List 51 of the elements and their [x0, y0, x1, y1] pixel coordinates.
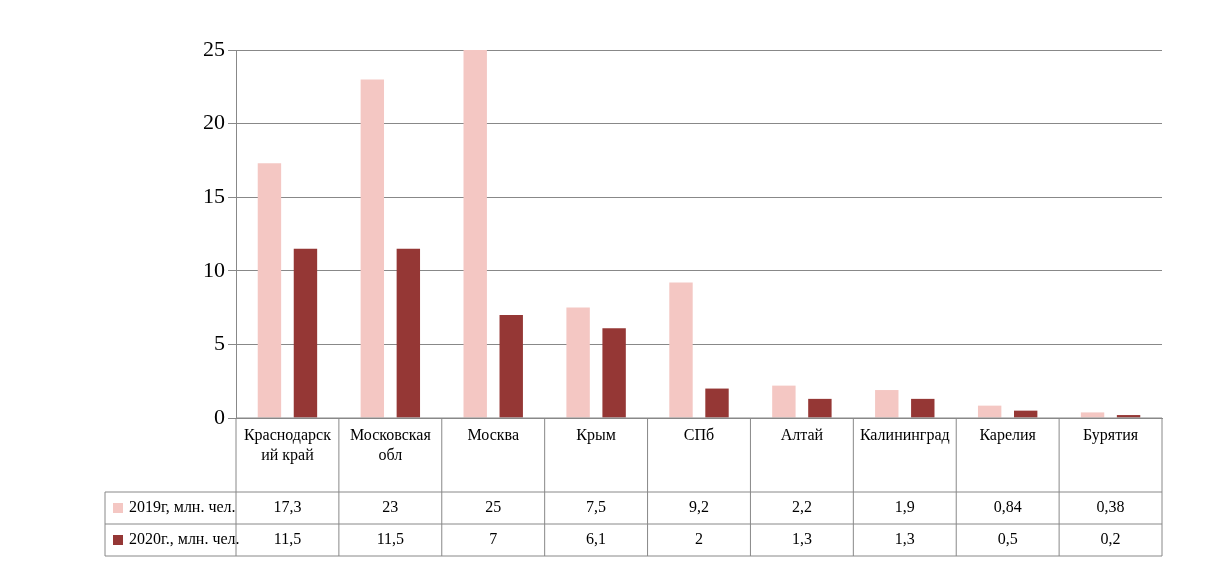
data-label: 0,5: [997, 530, 1018, 548]
legend-label: 2019г, млн. чел.: [129, 498, 236, 516]
x-tick-label: СПб: [683, 426, 715, 444]
y-tick-label: 0: [214, 403, 225, 429]
data-label: 11,5: [376, 530, 405, 548]
bar: [396, 248, 421, 418]
data-label: 11,5: [273, 530, 302, 548]
bar: [911, 398, 935, 418]
data-label: 6,1: [586, 530, 607, 548]
data-label: 1,3: [791, 530, 812, 548]
data-label: 9,2: [689, 498, 709, 516]
bar: [977, 405, 1002, 418]
x-tick-label: Калининград: [859, 426, 950, 445]
x-tick-label: Алтай: [780, 426, 824, 444]
data-label: 23: [382, 498, 399, 516]
x-tick-label: Краснодарский край: [243, 426, 332, 465]
bar: [463, 50, 487, 418]
bar: [1080, 412, 1105, 418]
y-tick-label: 25: [203, 35, 225, 61]
bar: [293, 248, 318, 418]
y-tick-label: 10: [203, 256, 225, 282]
x-tick-label: Карелия: [979, 426, 1037, 445]
bar: [257, 163, 282, 418]
x-tick-label: Крым: [576, 426, 616, 445]
data-label: 1,9: [894, 498, 915, 516]
data-label: 7: [489, 530, 498, 548]
y-tick-label: 5: [214, 330, 225, 356]
data-label: 0,84: [993, 498, 1022, 516]
bar: [705, 388, 729, 418]
data-label: 17,3: [273, 498, 302, 516]
x-tick-label: Москва: [467, 426, 519, 444]
bar: [499, 314, 523, 418]
bar: [360, 79, 385, 418]
bar: [772, 385, 796, 418]
data-label: 25: [485, 498, 502, 516]
bar: [602, 328, 626, 418]
data-label: 1,3: [894, 530, 915, 548]
data-label: 2,2: [791, 498, 812, 516]
legend-label: 2020г., млн. чел.: [129, 530, 240, 548]
x-tick-label: Бурятия: [1083, 426, 1139, 445]
data-label: 0,2: [1100, 530, 1121, 548]
y-tick-label: 15: [203, 182, 225, 208]
x-tick-label: Московская обл: [349, 426, 432, 464]
bar: [808, 398, 832, 418]
data-label: 0,38: [1096, 498, 1125, 516]
data-label: 7,5: [586, 498, 607, 516]
y-tick-label: 20: [203, 109, 225, 135]
data-label: 2: [695, 530, 703, 548]
bar: [566, 307, 590, 418]
bar: [669, 282, 693, 418]
bar: [875, 390, 899, 418]
